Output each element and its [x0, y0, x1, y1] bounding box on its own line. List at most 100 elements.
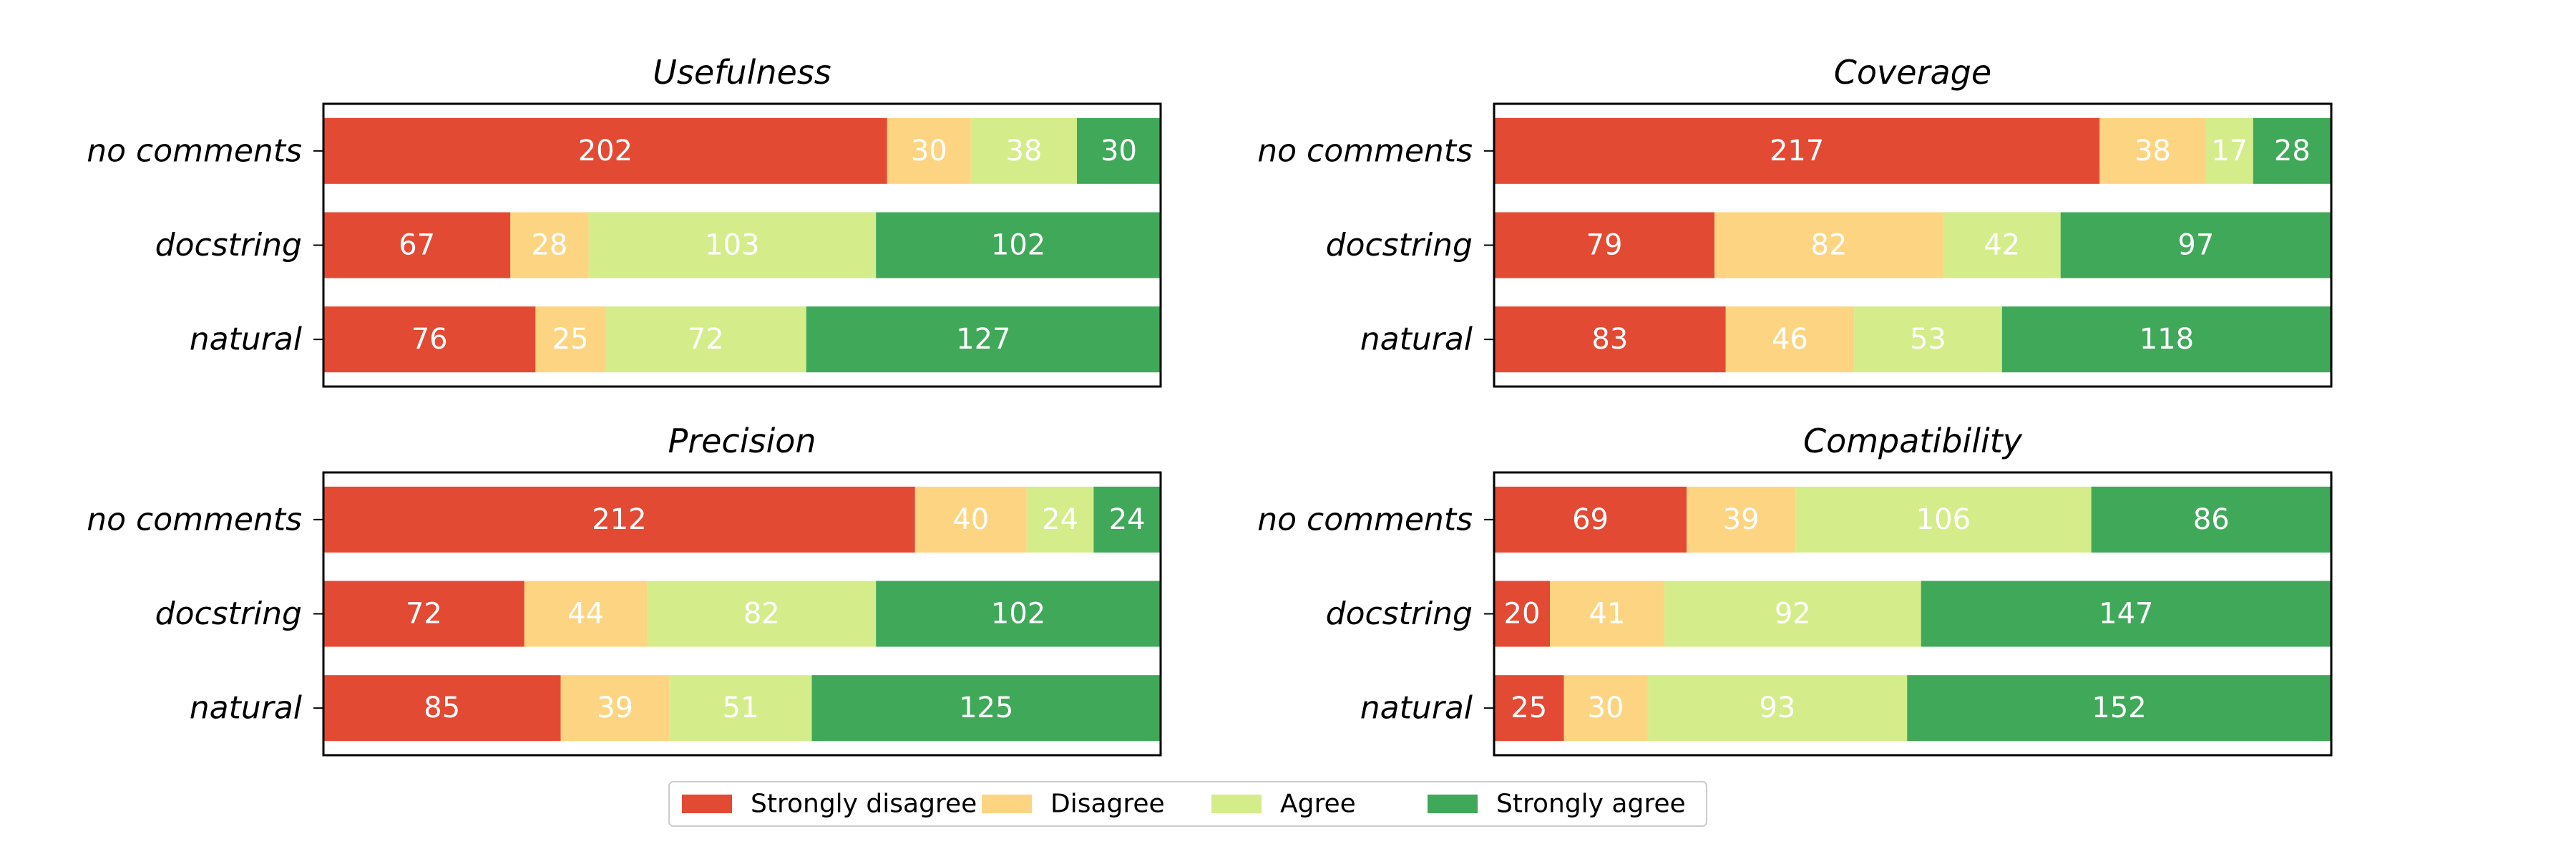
bar-compatibility-natural-agree: [1647, 675, 1908, 742]
panel-title: Compatibility: [1803, 422, 2023, 460]
bar-usefulness-docstring-strongly-agree: [876, 212, 1161, 278]
row-label-no-comments: no comments: [1257, 132, 1473, 169]
bar-compatibility-natural-strongly-agree: [1907, 675, 2331, 742]
bar-value-label: 39: [597, 691, 633, 724]
bar-value-label: 79: [1586, 229, 1623, 262]
bar-usefulness-natural-agree: [605, 306, 806, 373]
row-label-natural: natural: [1360, 690, 1473, 727]
bar-value-label: 127: [956, 323, 1010, 356]
bar-usefulness-no-comments-disagree: [887, 117, 971, 184]
bar-value-label: 125: [959, 691, 1013, 724]
bar-compatibility-natural-strongly-disagree: [1494, 675, 1564, 742]
bar-value-label: 39: [1723, 503, 1760, 536]
legend: Strongly disagree Disagree Agree Strongly a…: [668, 781, 1707, 827]
chart-panels: Usefulness no comments 202 30 38 30 docstring 6…: [87, 53, 2333, 757]
bar-value-label: 106: [1916, 503, 1971, 536]
row-label-natural: natural: [190, 690, 303, 727]
row-label-no-comments: no comments: [1257, 501, 1473, 538]
bar-value-label: 41: [1589, 598, 1625, 631]
bar-coverage-docstring-strongly-agree: [2060, 212, 2331, 278]
bar-value-label: 38: [2135, 135, 2171, 168]
legend-item-strongly-agree: Strongly agree: [1428, 790, 1686, 819]
bar-precision-no-comments-agree: [1026, 486, 1094, 553]
bar-usefulness-natural-strongly-agree: [806, 306, 1161, 373]
bar-coverage-no-comments-disagree: [2099, 117, 2206, 184]
legend-item-disagree: Disagree: [982, 790, 1165, 819]
bar-value-label: 46: [1772, 323, 1808, 356]
panel-frame: [1493, 471, 2333, 757]
legend-label: Strongly disagree: [751, 790, 977, 819]
legend-frame: [668, 781, 1707, 827]
bar-compatibility-natural-disagree: [1563, 675, 1648, 742]
bar-precision-docstring-agree: [647, 581, 877, 647]
bar-value-label: 85: [424, 691, 460, 724]
row-label-docstring: docstring: [155, 596, 302, 632]
bar-value-label: 20: [1504, 598, 1541, 631]
legend-label: Agree: [1280, 790, 1356, 819]
row-label-docstring: docstring: [1326, 596, 1473, 632]
bar-usefulness-natural-disagree: [535, 306, 605, 373]
bar-value-label: 40: [952, 503, 989, 536]
legend-swatch: [982, 795, 1032, 813]
bar-value-label: 152: [2092, 691, 2146, 724]
bar-compatibility-no-comments-disagree: [1687, 486, 1796, 553]
bar-value-label: 118: [2140, 323, 2194, 356]
bar-value-label: 82: [1811, 229, 1848, 262]
panel-title: Precision: [668, 422, 816, 460]
bar-precision-docstring-disagree: [524, 581, 648, 647]
bar-precision-no-comments-disagree: [914, 486, 1027, 553]
bar-usefulness-docstring-disagree: [510, 212, 589, 278]
bar-value-label: 102: [991, 229, 1045, 262]
bar-value-label: 72: [688, 323, 724, 356]
bar-value-label: 38: [1005, 135, 1042, 168]
legend-swatch: [1428, 795, 1478, 813]
bar-precision-no-comments-strongly-agree: [1093, 486, 1161, 553]
bar-value-label: 42: [1984, 229, 2020, 262]
bar-value-label: 24: [1109, 503, 1146, 536]
bar-value-label: 53: [1910, 323, 1946, 356]
bar-value-label: 212: [592, 503, 646, 536]
bar-compatibility-no-comments-agree: [1795, 486, 2092, 553]
bar-compatibility-docstring-agree: [1664, 581, 1921, 647]
row-label-docstring: docstring: [1326, 227, 1473, 263]
panel-frame: [322, 471, 1162, 757]
bar-value-label: 30: [1588, 691, 1624, 724]
bar-compatibility-docstring-strongly-agree: [1921, 581, 2331, 647]
bar-value-label: 83: [1591, 323, 1628, 356]
bar-value-label: 17: [2211, 135, 2248, 168]
bar-coverage-natural-strongly-agree: [2001, 306, 2331, 373]
bar-usefulness-no-comments-agree: [970, 117, 1077, 184]
bar-precision-docstring-strongly-disagree: [323, 581, 525, 647]
legend-label: Disagree: [1050, 790, 1165, 819]
bar-coverage-docstring-agree: [1943, 212, 2061, 278]
panel-frame: [322, 102, 1162, 388]
bar-compatibility-no-comments-strongly-agree: [2091, 486, 2331, 553]
row-label-docstring: docstring: [155, 227, 302, 263]
bar-value-label: 28: [2274, 135, 2311, 168]
bar-value-label: 69: [1572, 503, 1609, 536]
bar-value-label: 28: [531, 229, 567, 262]
bar-usefulness-no-comments-strongly-agree: [1077, 117, 1161, 184]
row-label-no-comments: no comments: [87, 501, 302, 538]
bar-value-label: 44: [567, 598, 604, 631]
bar-coverage-no-comments-strongly-disagree: [1494, 117, 2100, 184]
bar-value-label: 76: [411, 323, 448, 356]
bar-precision-natural-disagree: [560, 675, 670, 742]
legend-label: Strongly agree: [1496, 790, 1686, 819]
bar-value-label: 97: [2177, 229, 2214, 262]
bar-value-label: 30: [1101, 135, 1137, 168]
legend-item-strongly-disagree: Strongly disagree: [682, 790, 977, 819]
row-label-no-comments: no comments: [87, 132, 302, 169]
bar-coverage-natural-strongly-disagree: [1494, 306, 1726, 373]
bar-usefulness-docstring-strongly-disagree: [323, 212, 511, 278]
bar-value-label: 67: [399, 229, 435, 262]
bar-compatibility-docstring-strongly-disagree: [1494, 581, 1550, 647]
bar-usefulness-docstring-agree: [588, 212, 877, 278]
bar-precision-natural-strongly-agree: [811, 675, 1161, 742]
bar-usefulness-no-comments-strongly-disagree: [323, 117, 887, 184]
bar-value-label: 30: [911, 135, 947, 168]
bar-value-label: 51: [723, 691, 759, 724]
bar-value-label: 72: [406, 598, 442, 631]
bar-value-label: 92: [1775, 598, 1811, 631]
bar-value-label: 25: [552, 323, 589, 356]
